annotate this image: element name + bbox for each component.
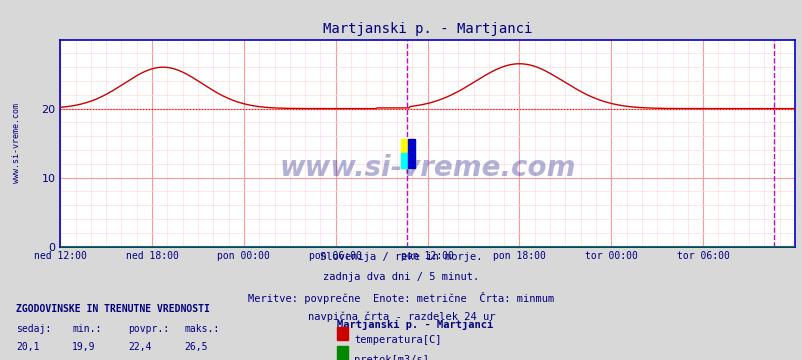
Text: Meritve: povprečne  Enote: metrične  Črta: minmum: Meritve: povprečne Enote: metrične Črta:…: [248, 292, 554, 303]
Text: pretok[m3/s]: pretok[m3/s]: [354, 355, 428, 360]
Text: 20,1: 20,1: [16, 342, 39, 352]
Text: navpična črta - razdelek 24 ur: navpična črta - razdelek 24 ur: [307, 311, 495, 322]
Text: 19,9: 19,9: [72, 342, 95, 352]
Text: povpr.:: povpr.:: [128, 324, 169, 334]
Title: Martjanski p. - Martjanci: Martjanski p. - Martjanci: [322, 22, 532, 36]
Text: maks.:: maks.:: [184, 324, 220, 334]
Text: www.si-vreme.com: www.si-vreme.com: [11, 103, 21, 183]
Bar: [407, 139, 414, 168]
Text: Slovenija / reke in morje.: Slovenija / reke in morje.: [320, 252, 482, 262]
Text: ZGODOVINSKE IN TRENUTNE VREDNOSTI: ZGODOVINSKE IN TRENUTNE VREDNOSTI: [16, 304, 209, 314]
Text: 26,5: 26,5: [184, 342, 208, 352]
Text: Martjanski p. - Martjanci: Martjanski p. - Martjanci: [337, 319, 493, 330]
Text: min.:: min.:: [72, 324, 102, 334]
Text: sedaj:: sedaj:: [16, 324, 51, 334]
Text: www.si-vreme.com: www.si-vreme.com: [279, 154, 575, 182]
Text: temperatura[C]: temperatura[C]: [354, 335, 441, 345]
Bar: [401, 139, 414, 168]
Bar: [401, 153, 407, 168]
Text: zadnja dva dni / 5 minut.: zadnja dva dni / 5 minut.: [323, 272, 479, 282]
Text: 22,4: 22,4: [128, 342, 152, 352]
